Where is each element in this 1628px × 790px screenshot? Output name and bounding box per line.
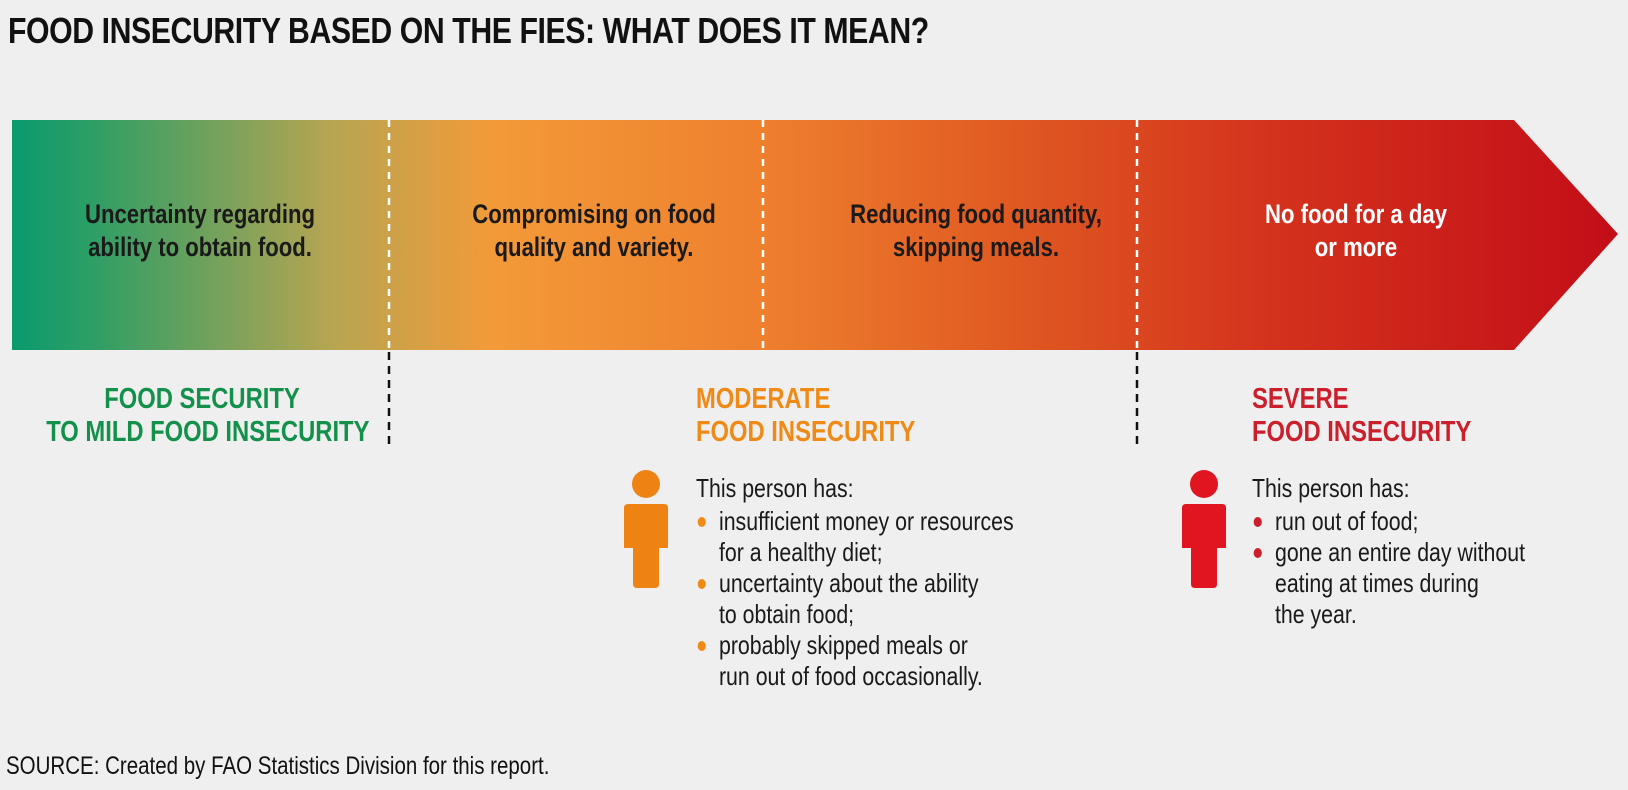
bullet-dot	[1253, 548, 1262, 558]
person-icon	[1182, 470, 1226, 588]
page-title: FOOD INSECURITY BASED ON THE FIES: WHAT …	[8, 10, 929, 51]
bullet-dot	[697, 579, 706, 589]
severe-description: This person has: run out of food; gone a…	[1252, 473, 1526, 630]
person-icon	[624, 470, 668, 588]
segment-3-text: Reducing food quantity, skipping meals.	[850, 199, 1102, 262]
bullet-dot	[697, 641, 706, 651]
list-item: gone an entire day without eating at tim…	[1252, 537, 1525, 630]
category-food-security: FOOD SECURITY TO MILD FOOD INSECURITY	[46, 383, 370, 448]
moderate-bullet-list: insufficient money or resources for a he…	[696, 506, 1014, 692]
segment-4-text: No food for a day or more	[1264, 199, 1448, 262]
severe-bullet-list: run out of food; gone an entire day with…	[1252, 506, 1525, 630]
list-item: probably skipped meals or run out of foo…	[696, 630, 1014, 692]
list-item: run out of food;	[1252, 506, 1525, 537]
moderate-description: This person has: insufficient money or r…	[696, 473, 1014, 692]
list-item: insufficient money or resources for a he…	[696, 506, 1014, 568]
bullet-dot	[697, 517, 706, 527]
bullet-dot	[1253, 517, 1262, 527]
list-item: uncertainty about the ability to obtain …	[696, 568, 1014, 630]
segment-2-text: Compromising on food quality and variety…	[472, 199, 716, 262]
source-note: SOURCE: Created by FAO Statistics Divisi…	[6, 752, 550, 780]
category-severe: SEVERE FOOD INSECURITY	[1252, 383, 1472, 448]
segment-1-text: Uncertainty regarding ability to obtain …	[84, 199, 316, 262]
category-moderate: MODERATE FOOD INSECURITY	[696, 383, 916, 448]
